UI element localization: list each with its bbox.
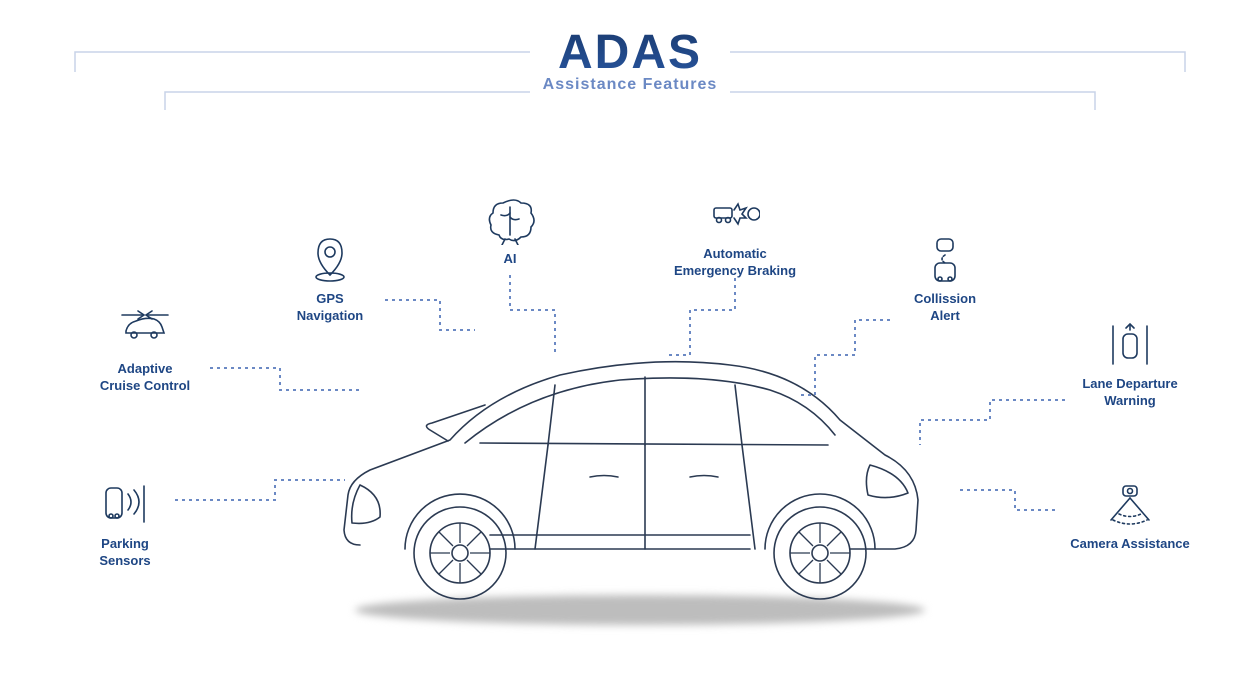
connector-ai (510, 275, 555, 355)
connector-adaptive-cruise (210, 368, 360, 390)
collision-alert-label: Collission Alert (890, 291, 1000, 325)
feature-parking-sensors: Parking Sensors (75, 480, 175, 570)
feature-gps-navigation: GPS Navigation (275, 235, 385, 325)
gps-navigation-icon (275, 235, 385, 285)
feature-collision-alert: Collission Alert (890, 235, 1000, 325)
connector-lane-departure (920, 400, 1065, 445)
camera-assist-label: Camera Assistance (1055, 536, 1205, 553)
auto-braking-icon (655, 190, 815, 240)
connector-collision-alert (800, 320, 890, 395)
lane-departure-icon (1065, 320, 1195, 370)
feature-lane-departure: Lane Departure Warning (1065, 320, 1195, 410)
connector-camera-assist (960, 490, 1055, 510)
auto-braking-label: Automatic Emergency Braking (655, 246, 815, 280)
parking-sensors-icon (75, 480, 175, 530)
gps-navigation-label: GPS Navigation (275, 291, 385, 325)
camera-assist-icon (1055, 480, 1205, 530)
collision-alert-icon (890, 235, 1000, 285)
ai-label: AI (470, 251, 550, 268)
parking-sensors-label: Parking Sensors (75, 536, 175, 570)
adaptive-cruise-label: Adaptive Cruise Control (80, 361, 210, 395)
feature-camera-assist: Camera Assistance (1055, 480, 1205, 553)
connector-parking-sensors (175, 480, 345, 500)
feature-ai: AI (470, 195, 550, 268)
feature-auto-braking: Automatic Emergency Braking (655, 190, 815, 280)
ai-icon (470, 195, 550, 245)
connector-gps-navigation (385, 300, 475, 330)
diagram-canvas: ADAS Assistance Features (0, 0, 1260, 700)
feature-adaptive-cruise: Adaptive Cruise Control (80, 305, 210, 395)
lane-departure-label: Lane Departure Warning (1065, 376, 1195, 410)
connector-auto-braking (665, 278, 735, 355)
adaptive-cruise-icon (80, 305, 210, 355)
